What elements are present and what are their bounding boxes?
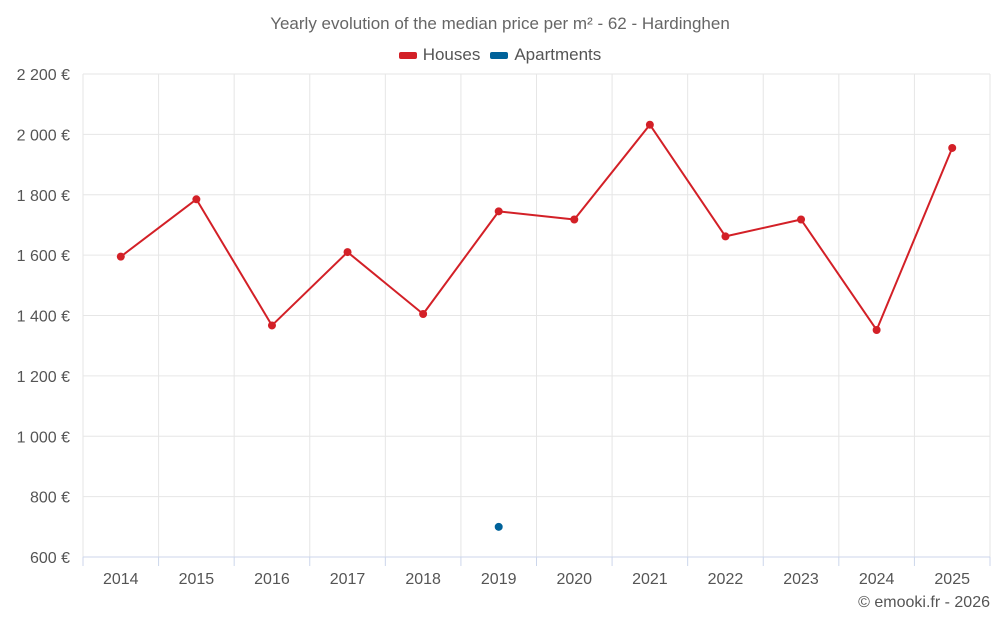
x-tick-label: 2020 [556, 571, 592, 588]
x-tick-label: 2014 [103, 571, 139, 588]
data-point-houses [721, 232, 730, 241]
y-tick-label: 1 200 € [17, 369, 70, 386]
data-point-houses [267, 321, 276, 330]
x-tick-label: 2025 [934, 571, 970, 588]
x-tick-label: 2019 [481, 571, 517, 588]
x-tick-label: 2022 [708, 571, 744, 588]
y-tick-label: 800 € [30, 490, 70, 507]
data-point-houses [948, 143, 957, 152]
legend-label-apartments: Apartments [514, 45, 602, 64]
y-tick-label: 1 800 € [17, 188, 70, 205]
chart-title: Yearly evolution of the median price per… [270, 14, 730, 33]
series-line-houses [120, 123, 954, 331]
y-tick-label: 1 400 € [17, 309, 70, 326]
legend-swatch-apartments [490, 51, 509, 59]
legend-label-houses: Houses [422, 45, 481, 64]
credit-text: © emooki.fr - 2026 [858, 594, 990, 611]
data-point-houses [419, 309, 428, 318]
legend-swatch-houses [398, 51, 417, 59]
data-point-houses [192, 195, 201, 204]
data-point-apartments [494, 522, 503, 531]
x-tick-label: 2024 [859, 571, 895, 588]
y-tick-label: 1 000 € [17, 429, 70, 446]
y-tick-label: 600 € [30, 550, 70, 567]
y-tick-label: 2 200 € [17, 67, 70, 84]
x-tick-label: 2015 [179, 571, 215, 588]
y-tick-label: 1 600 € [17, 248, 70, 265]
y-tick-label: 2 000 € [17, 127, 70, 144]
data-point-houses [645, 120, 654, 129]
data-point-houses [797, 215, 806, 224]
data-point-houses [494, 207, 503, 216]
data-point-houses [116, 252, 125, 261]
data-point-houses [570, 215, 579, 224]
x-tick-label: 2018 [405, 571, 441, 588]
data-point-houses [872, 325, 881, 334]
x-tick-label: 2023 [783, 571, 819, 588]
x-tick-label: 2017 [330, 571, 366, 588]
x-tick-label: 2016 [254, 571, 290, 588]
x-tick-label: 2021 [632, 571, 668, 588]
legend-item-apartments[interactable]: Apartments [490, 45, 601, 65]
chart-legend: Houses Apartments [0, 45, 1000, 65]
legend-item-houses[interactable]: Houses [398, 45, 481, 65]
data-point-houses [343, 248, 352, 257]
